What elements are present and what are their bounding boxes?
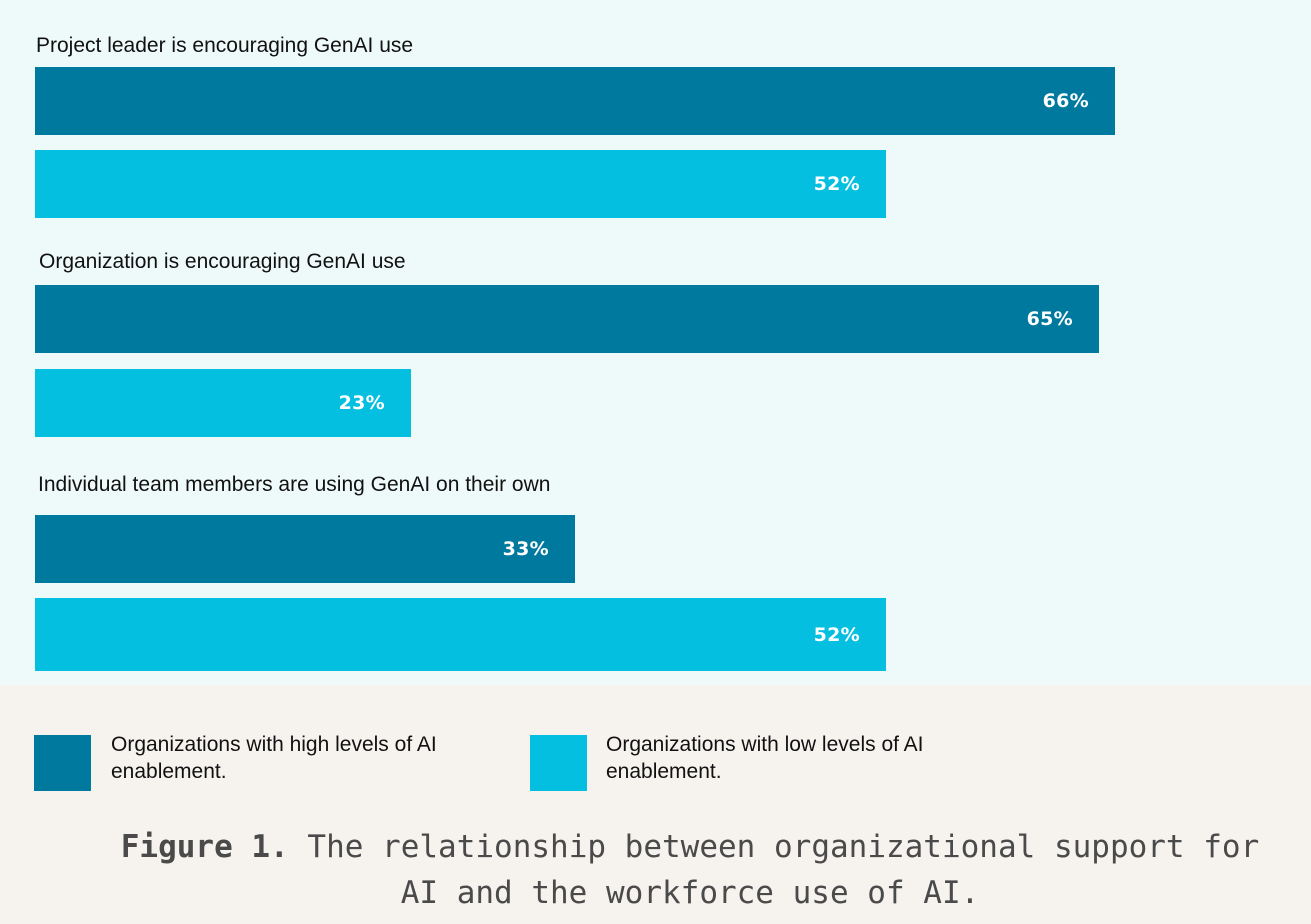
figure-caption-prefix: Figure 1. bbox=[120, 829, 289, 865]
bar-high-enablement: 33% bbox=[35, 515, 575, 583]
bar-low-enablement: 23% bbox=[35, 369, 411, 437]
bar-value-label: 52% bbox=[813, 173, 860, 195]
legend-swatch-high bbox=[34, 735, 91, 791]
category-label: Individual team members are using GenAI … bbox=[38, 473, 551, 496]
bar-low-enablement: 52% bbox=[35, 150, 886, 218]
category-label: Organization is encouraging GenAI use bbox=[39, 250, 406, 273]
legend-label-high: Organizations with high levels of AI ena… bbox=[111, 733, 437, 783]
bar-low-enablement: 52% bbox=[35, 598, 886, 671]
chart-area: Project leader is encouraging GenAI use 6… bbox=[35, 34, 1115, 671]
figure-caption: Figure 1. The relationship between organ… bbox=[120, 824, 1260, 916]
bar-value-label: 33% bbox=[502, 538, 549, 560]
bar-high-enablement: 66% bbox=[35, 67, 1115, 135]
legend-label-low: Organizations with low levels of AI enab… bbox=[606, 733, 924, 783]
bar-value-label: 52% bbox=[813, 623, 860, 646]
bar-value-label: 65% bbox=[1026, 308, 1073, 330]
bar-value-label: 23% bbox=[338, 392, 385, 414]
bar-high-enablement: 65% bbox=[35, 285, 1099, 353]
legend-swatch-low bbox=[530, 735, 587, 791]
category-label: Project leader is encouraging GenAI use bbox=[36, 34, 414, 57]
figure-caption-text: The relationship between organizational … bbox=[307, 829, 1260, 911]
bar-value-label: 66% bbox=[1042, 90, 1089, 112]
